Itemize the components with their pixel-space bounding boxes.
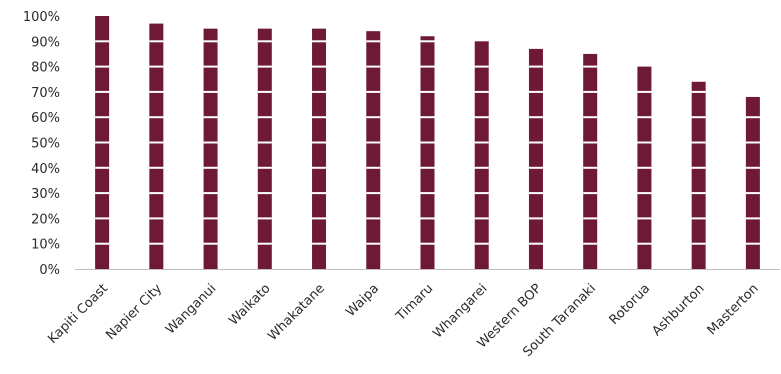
x-tick-label: Whangarei — [430, 281, 490, 341]
bar-rect — [474, 41, 489, 269]
x-tick-label: Waikato — [226, 281, 273, 328]
y-tick-label: 0% — [39, 263, 60, 278]
x-tick-label: Timaru — [393, 281, 436, 324]
x-tick-label: Masterton — [705, 281, 762, 338]
y-tick-label: 50% — [31, 137, 60, 152]
bar — [474, 41, 489, 269]
bar-rect — [691, 81, 706, 269]
bar — [691, 81, 706, 269]
bar-rect — [257, 28, 272, 270]
bar-rect — [203, 28, 218, 270]
bar-rect — [312, 28, 327, 270]
bar — [95, 16, 110, 269]
bar-rect — [528, 48, 543, 269]
y-tick-label: 100% — [23, 10, 60, 25]
bar — [312, 28, 327, 270]
bar — [203, 28, 218, 270]
bar — [637, 66, 652, 269]
x-tick-label: Wanganui — [163, 281, 219, 337]
bar-rect — [745, 96, 760, 270]
bar — [366, 31, 381, 270]
y-tick-label: 30% — [31, 187, 60, 202]
y-tick-label: 20% — [31, 212, 60, 227]
x-tick-label: Ashburton — [649, 281, 707, 339]
y-axis: 0% 10% 20% 30% 40% 50% 60% 70% 80% 90% 100% — [23, 10, 60, 278]
y-tick-label: 60% — [31, 111, 60, 126]
x-tick-label: Kapiti Coast — [45, 281, 111, 347]
bar — [583, 53, 598, 270]
bar-rect — [583, 53, 598, 270]
bar — [149, 23, 164, 270]
y-tick-label: 10% — [31, 238, 60, 253]
y-tick-label: 70% — [31, 86, 60, 101]
y-tick-label: 90% — [31, 35, 60, 50]
y-tick-label: 40% — [31, 162, 60, 177]
bar-rect — [420, 36, 435, 269]
x-tick-label: Rotorua — [607, 281, 654, 328]
bar — [528, 48, 543, 269]
x-tick-label: Whakatane — [265, 281, 328, 344]
x-tick-label: Waipa — [343, 281, 382, 320]
bar-rect — [149, 23, 164, 270]
bar — [745, 96, 760, 270]
y-tick-label: 80% — [31, 61, 60, 76]
x-tick-label: Napier City — [103, 281, 165, 343]
bar — [257, 28, 272, 270]
bars — [95, 16, 760, 270]
bar-rect — [366, 31, 381, 270]
bar — [420, 36, 435, 269]
